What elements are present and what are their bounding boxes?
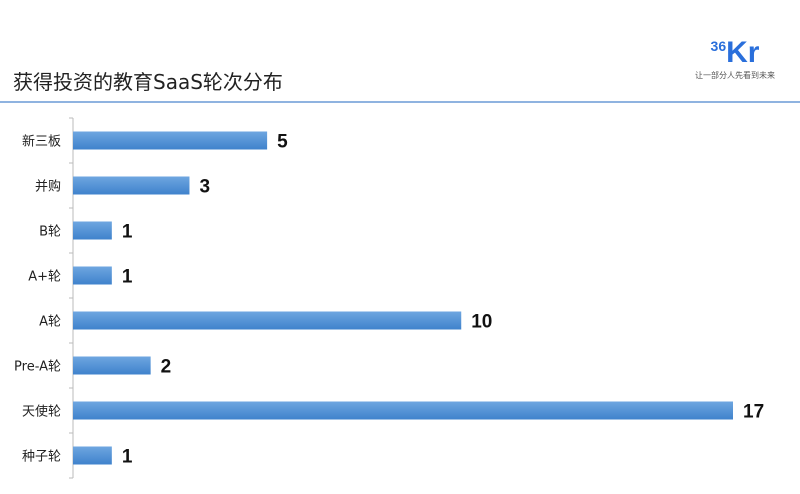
data-label: 2 [161,357,172,378]
header-divider [0,101,800,103]
category-label: 天使轮 [22,404,61,420]
data-label: 1 [122,267,133,288]
category-label: 种子轮 [22,450,61,465]
category-label: 并购 [35,179,61,195]
category-label: A+轮 [28,270,61,285]
category-label: A轮 [39,315,61,330]
bar [73,266,112,285]
bar [73,401,733,420]
data-label: 17 [743,402,764,423]
data-label: 3 [199,177,210,198]
bar [73,221,112,240]
logo-mark: 36Kr [710,36,760,69]
logo: 36Kr 让一部分人先看到未来 [690,38,780,81]
logo-tagline: 让一部分人先看到未来 [695,71,775,80]
page-title: 获得投资的教育SaaS轮次分布 [13,70,283,94]
bar [73,446,112,465]
bar [73,176,190,195]
bar [73,356,151,375]
data-label: 1 [122,222,133,243]
bar [73,131,268,150]
data-label: 10 [471,312,492,333]
data-label: 5 [277,132,288,153]
data-label: 1 [122,447,133,468]
category-label: Pre-A轮 [14,360,61,375]
category-label: B轮 [39,225,61,240]
bar [73,311,462,330]
category-label: 新三板 [22,134,61,150]
